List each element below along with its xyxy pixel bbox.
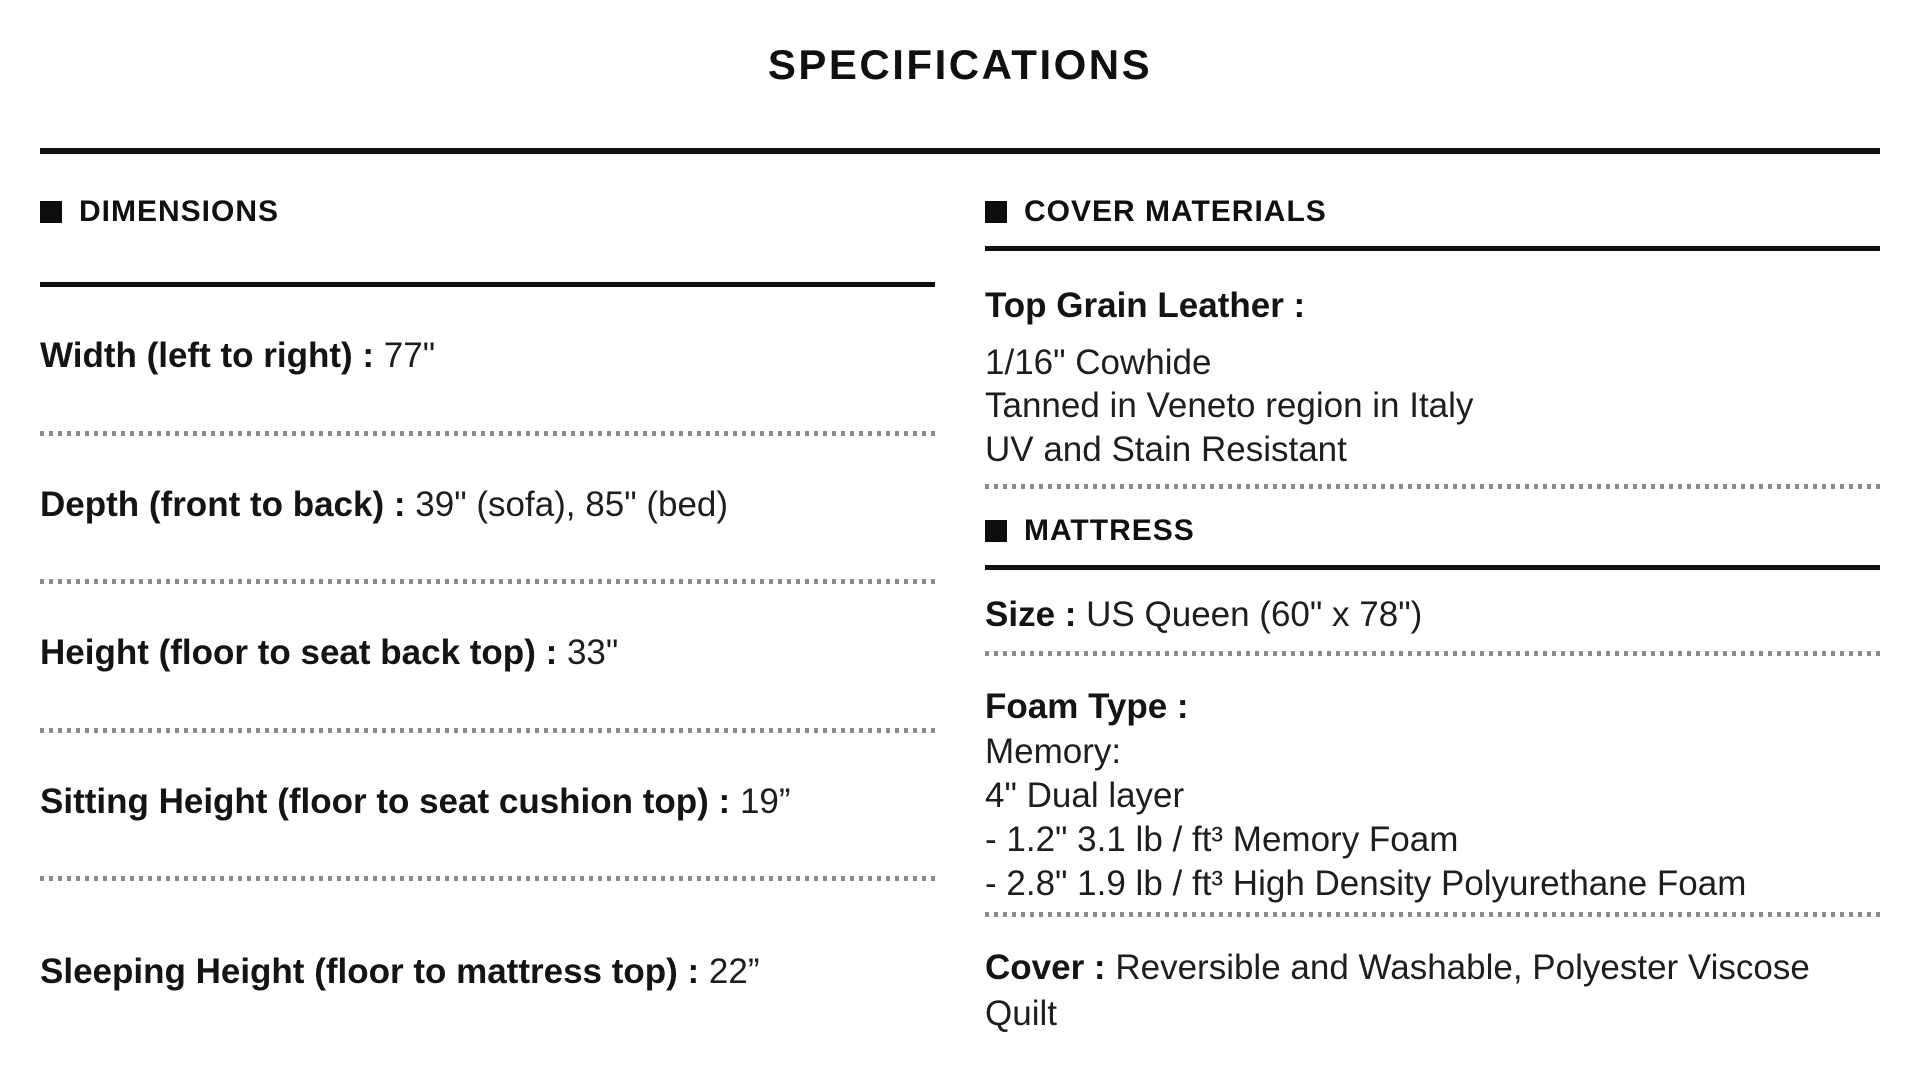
size-label: Size : (985, 594, 1077, 634)
spec-row-height: Height (floor to seat back top) : 33" (40, 630, 935, 676)
dimensions-heading: DIMENSIONS (79, 195, 280, 228)
spec-value: 22” (708, 952, 760, 991)
foam-line: - 1.2" 3.1 lb / ft³ Memory Foam (985, 819, 1459, 859)
foam-line: 4" Dual layer (985, 775, 1185, 815)
size-value: US Queen (60" x 78") (1086, 594, 1423, 634)
dotted-divider (985, 483, 1880, 489)
section-rule (985, 246, 1880, 251)
square-bullet-icon (40, 201, 62, 223)
square-bullet-icon (985, 201, 1007, 223)
spec-row-width: Width (left to right) : 77" (40, 333, 935, 379)
leather-details: 1/16" Cowhide Tanned in Veneto region in… (985, 341, 1880, 472)
leather-line: UV and Stain Resistant (985, 430, 1347, 469)
mattress-cover-row: Cover : Reversible and Washable, Polyest… (985, 945, 1880, 1036)
mattress-header: MATTRESS (985, 513, 1880, 549)
section-rule (40, 282, 935, 287)
spec-row-sitting-height: Sitting Height (floor to seat cushion to… (40, 779, 935, 825)
spec-value: 77" (383, 336, 436, 375)
section-rule (985, 564, 1880, 570)
spec-label: Height (floor to seat back top) : (40, 633, 558, 672)
leather-line: Tanned in Veneto region in Italy (985, 386, 1474, 426)
spec-label: Sitting Height (floor to seat cushion to… (40, 781, 731, 821)
dotted-divider (40, 579, 935, 584)
specifications-page: SPECIFICATIONS DIMENSIONS Width (left to… (0, 44, 1920, 1080)
spec-row-sleeping-height: Sleeping Height (floor to mattress top) … (40, 949, 935, 995)
materials-mattress-section: COVER MATERIALS Top Grain Leather : 1/16… (985, 154, 1880, 1036)
cover-materials-heading: COVER MATERIALS (1024, 195, 1327, 228)
dotted-divider (40, 727, 935, 733)
cover-materials-header: COVER MATERIALS (985, 194, 1880, 230)
page-title: SPECIFICATIONS (767, 41, 1153, 88)
title-divider (40, 148, 1880, 154)
leather-line: 1/16" Cowhide (985, 342, 1212, 382)
foam-line: Memory: (985, 731, 1122, 771)
spec-value: 33" (566, 633, 619, 672)
foam-details: Memory: 4" Dual layer - 1.2" 3.1 lb / ft… (985, 730, 1880, 906)
spec-value: 19” (739, 781, 791, 821)
cover-label: Cover : (985, 948, 1106, 988)
spec-label: Depth (front to back) : (40, 484, 406, 524)
foam-type-label: Foam Type : (985, 687, 1189, 727)
dotted-divider (40, 430, 935, 436)
cover-value: Reversible and Washable, Polyester Visco… (985, 948, 1810, 1033)
spec-label: Width (left to right) : (40, 336, 375, 375)
mattress-size-row: Size : US Queen (60" x 78") (985, 592, 1880, 638)
spec-columns: DIMENSIONS Width (left to right) : 77" D… (40, 154, 1880, 1036)
mattress-heading: MATTRESS (1024, 513, 1195, 547)
spec-row-depth: Depth (front to back) : 39" (sofa), 85" … (40, 482, 935, 528)
square-bullet-icon (985, 519, 1007, 542)
dotted-divider (985, 912, 1880, 918)
leather-label: Top Grain Leather : (985, 286, 1306, 325)
dotted-divider (985, 651, 1880, 657)
dotted-divider (40, 876, 935, 881)
spec-label: Sleeping Height (floor to mattress top) … (40, 952, 700, 991)
foam-line: - 2.8" 1.9 lb / ft³ High Density Polyure… (985, 864, 1747, 904)
spec-value: 39" (sofa), 85" (bed) (415, 484, 729, 524)
dimensions-header: DIMENSIONS (40, 194, 935, 230)
dimensions-section: DIMENSIONS Width (left to right) : 77" D… (40, 154, 935, 1036)
